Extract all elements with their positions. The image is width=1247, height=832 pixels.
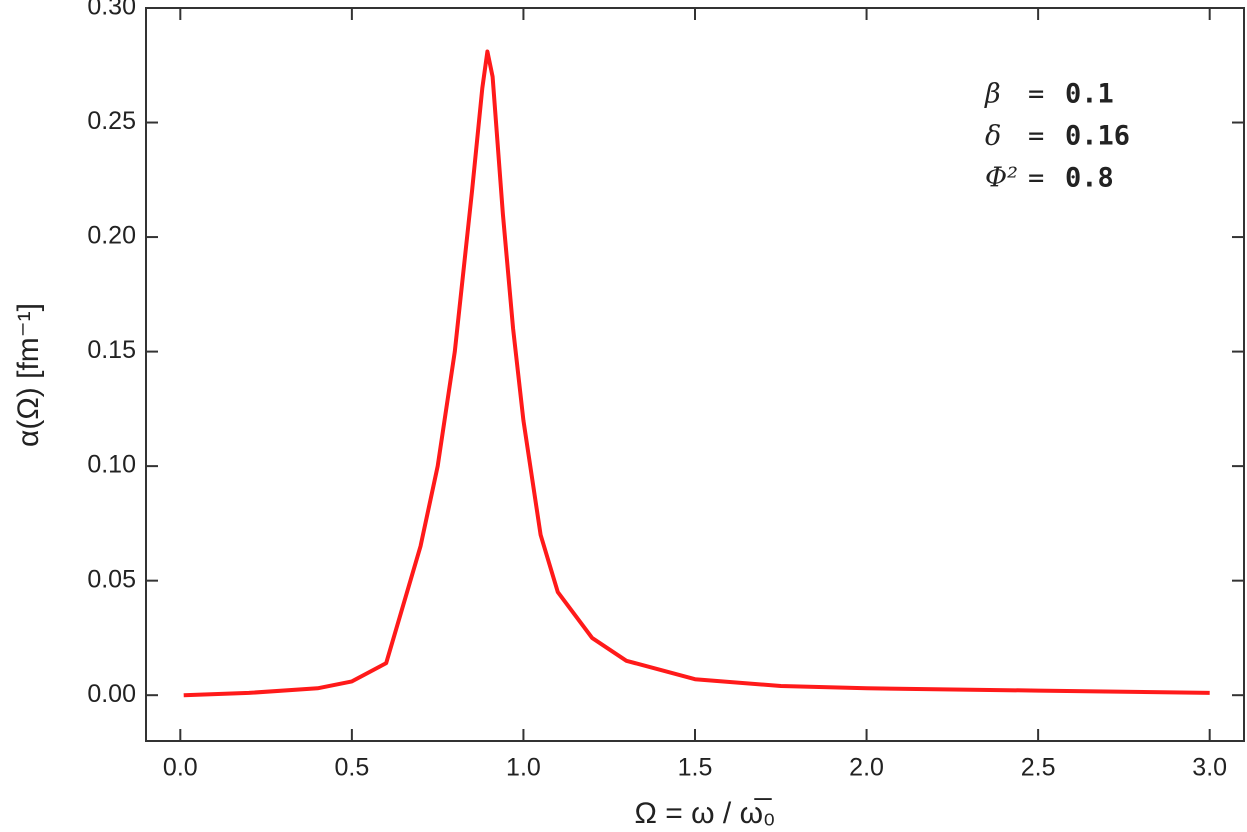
y-axis-label: α(Ω) [fm⁻¹] <box>12 303 45 447</box>
y-tick-label: 0.25 <box>87 107 136 135</box>
annotation-equals: = <box>1028 121 1044 152</box>
annotation-symbol: Φ² <box>985 163 1018 194</box>
annotation-symbol: δ <box>985 121 1001 152</box>
y-tick-label: 0.05 <box>87 565 136 593</box>
y-tick-label: 0.15 <box>87 336 136 364</box>
x-tick-label: 3.0 <box>1192 754 1227 782</box>
y-tick-label: 0.00 <box>87 680 136 708</box>
annotation-symbol: β <box>984 79 1001 110</box>
data-line <box>183 49 1210 698</box>
annotation-equals: = <box>1028 79 1044 110</box>
annotation-value: 0.8 <box>1065 163 1114 194</box>
annotation-value: 0.1 <box>1065 79 1114 110</box>
plot-frame <box>145 7 1245 742</box>
x-tick-label: 2.5 <box>1021 754 1056 782</box>
x-tick-label: 0.5 <box>334 754 369 782</box>
y-tick-label: 0.10 <box>87 451 136 479</box>
x-tick-label: 1.0 <box>506 754 541 782</box>
annotation-equals: = <box>1028 163 1044 194</box>
annotation-value: 0.16 <box>1065 121 1130 152</box>
x-tick-label: 1.5 <box>678 754 713 782</box>
x-axis-label: Ω = ω / ω̅₀ <box>635 797 776 830</box>
y-tick-label: 0.30 <box>87 0 136 21</box>
x-tick-label: 2.0 <box>849 754 884 782</box>
x-tick-label: 0.0 <box>163 754 198 782</box>
y-tick-label: 0.20 <box>87 222 136 250</box>
